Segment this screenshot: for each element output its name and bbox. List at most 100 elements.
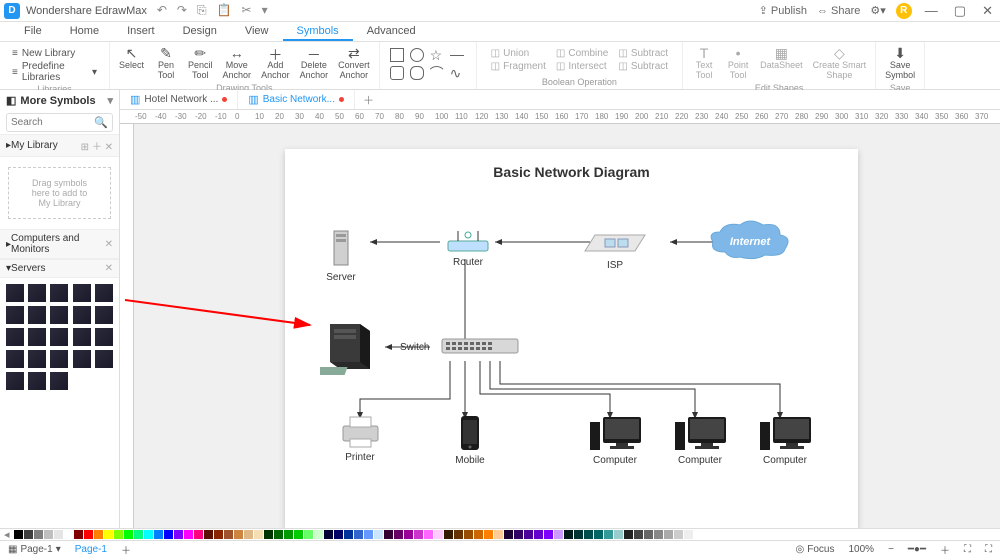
server-symbol-3[interactable]: [73, 284, 91, 302]
color-swatch[interactable]: [524, 530, 533, 539]
new-library-button[interactable]: ≡ New Library: [6, 48, 103, 59]
color-swatch[interactable]: [404, 530, 413, 539]
color-swatch[interactable]: [594, 530, 603, 539]
color-swatch[interactable]: [114, 530, 123, 539]
menutab-view[interactable]: View: [231, 22, 283, 41]
settings-gear-icon[interactable]: ⚙▾: [870, 4, 885, 17]
node-printer[interactable]: Printer: [330, 414, 390, 463]
server-symbol-10[interactable]: [6, 328, 24, 346]
color-swatch[interactable]: [294, 530, 303, 539]
color-swatch[interactable]: [154, 530, 163, 539]
color-swatch[interactable]: [624, 530, 633, 539]
canvas-viewport[interactable]: Basic Network Diagram: [120, 124, 1000, 528]
zoom-level[interactable]: 100%: [848, 544, 874, 555]
color-swatch[interactable]: [54, 530, 63, 539]
close-button[interactable]: ✕: [979, 3, 996, 19]
color-swatch[interactable]: [44, 530, 53, 539]
redo-icon[interactable]: ↷: [177, 3, 187, 18]
color-swatch[interactable]: [174, 530, 183, 539]
bool-fragment[interactable]: ◫Fragment: [491, 61, 546, 72]
menutab-design[interactable]: Design: [169, 22, 231, 41]
user-avatar[interactable]: R: [896, 3, 912, 19]
symbol-search[interactable]: 🔍: [6, 113, 113, 132]
node-switch[interactable]: Switch: [390, 334, 540, 359]
zoom-slider[interactable]: ━●━: [908, 544, 926, 555]
menutab-home[interactable]: Home: [56, 22, 113, 41]
tool-move-anchor[interactable]: ↔Move Anchor: [220, 44, 255, 82]
color-swatch[interactable]: [144, 530, 153, 539]
color-swatch[interactable]: [544, 530, 553, 539]
server-symbol-6[interactable]: [28, 306, 46, 324]
color-swatch[interactable]: [34, 530, 43, 539]
shape-arc[interactable]: ⌒: [430, 66, 444, 80]
color-swatch[interactable]: [634, 530, 643, 539]
color-swatch[interactable]: [124, 530, 133, 539]
color-swatch[interactable]: [204, 530, 213, 539]
color-swatch[interactable]: [384, 530, 393, 539]
node-computer-1[interactable]: Computer: [585, 414, 645, 466]
server-symbol-19[interactable]: [95, 350, 113, 368]
server-symbol-20[interactable]: [6, 372, 24, 390]
color-swatch[interactable]: [274, 530, 283, 539]
server-symbol-16[interactable]: [28, 350, 46, 368]
color-swatch[interactable]: [214, 530, 223, 539]
color-swatch[interactable]: [574, 530, 583, 539]
server-symbol-9[interactable]: [95, 306, 113, 324]
bool-subtract[interactable]: ◫Subtract: [618, 61, 668, 72]
color-swatch[interactable]: [414, 530, 423, 539]
share-button[interactable]: ⇔ Share: [817, 5, 860, 17]
tool-pencil-tool[interactable]: ✏Pencil Tool: [185, 44, 216, 82]
color-swatch[interactable]: [564, 530, 573, 539]
color-swatch[interactable]: [374, 530, 383, 539]
tool-select[interactable]: ↖Select: [116, 44, 147, 72]
tool-delete-anchor[interactable]: －Delete Anchor: [297, 44, 332, 82]
color-swatch[interactable]: [654, 530, 663, 539]
page-menu[interactable]: ▦ Page-1 ▾: [8, 544, 61, 555]
edit-datasheet[interactable]: ▦DataSheet: [757, 44, 806, 72]
color-swatch[interactable]: [224, 530, 233, 539]
color-swatch[interactable]: [194, 530, 203, 539]
color-swatch[interactable]: [254, 530, 263, 539]
color-swatch[interactable]: [314, 530, 323, 539]
node-router[interactable]: Router: [438, 229, 498, 268]
color-swatch[interactable]: [334, 530, 343, 539]
color-swatch[interactable]: [64, 530, 73, 539]
color-swatch[interactable]: [14, 530, 23, 539]
node-isp[interactable]: ISP: [580, 229, 650, 271]
add-page[interactable]: ＋: [121, 542, 131, 557]
server-symbol-22[interactable]: [50, 372, 68, 390]
color-swatch[interactable]: [354, 530, 363, 539]
color-swatch[interactable]: [264, 530, 273, 539]
copy-icon[interactable]: ⎘: [197, 3, 207, 18]
color-swatch[interactable]: [104, 530, 113, 539]
my-library-header[interactable]: ▸ My Library ⊞ ＋ ✕: [0, 134, 119, 157]
shape-ellipse[interactable]: [410, 48, 424, 62]
focus-toggle[interactable]: ◎ Focus: [796, 544, 835, 555]
menutab-file[interactable]: File: [10, 22, 56, 41]
zoom-in[interactable]: ＋: [940, 542, 950, 557]
menutab-advanced[interactable]: Advanced: [353, 22, 430, 41]
server-symbol-18[interactable]: [73, 350, 91, 368]
bool-combine[interactable]: ◫Combine: [556, 48, 608, 59]
color-swatch[interactable]: [94, 530, 103, 539]
color-swatch[interactable]: [234, 530, 243, 539]
server-symbol-8[interactable]: [73, 306, 91, 324]
predefine-libraries-button[interactable]: ≡ Predefine Libraries▾: [6, 61, 103, 83]
color-swatch[interactable]: [614, 530, 623, 539]
color-swatch[interactable]: [664, 530, 673, 539]
drawing-page[interactable]: Basic Network Diagram: [285, 149, 858, 528]
color-swatch[interactable]: [484, 530, 493, 539]
bool-subtract[interactable]: ◫Subtract: [618, 48, 668, 59]
server-symbol-17[interactable]: [50, 350, 68, 368]
node-bigserver[interactable]: [315, 319, 385, 379]
tool-convert-anchor[interactable]: ⇄Convert Anchor: [335, 44, 373, 82]
color-swatch[interactable]: [514, 530, 523, 539]
shape-line[interactable]: [450, 55, 464, 56]
menutab-insert[interactable]: Insert: [113, 22, 169, 41]
maximize-button[interactable]: ▢: [951, 3, 969, 19]
edit-point-tool[interactable]: •Point Tool: [723, 44, 753, 82]
doctab-hotel-network-[interactable]: ▥Hotel Network ...: [120, 90, 238, 109]
minimize-button[interactable]: —: [922, 3, 941, 18]
node-server[interactable]: Server: [311, 229, 371, 283]
page-tab[interactable]: Page-1: [75, 544, 107, 555]
